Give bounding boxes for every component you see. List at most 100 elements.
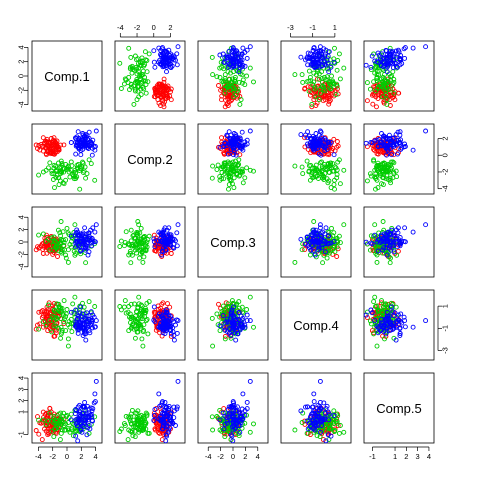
- panel-r1-c1: Comp.1: [31, 40, 103, 112]
- data-point: [381, 160, 387, 166]
- data-point: [82, 164, 88, 170]
- data-point: [159, 52, 165, 58]
- data-point: [373, 186, 378, 192]
- data-point: [143, 82, 149, 87]
- data-point: [129, 84, 134, 90]
- data-point: [36, 309, 42, 315]
- data-point: [228, 98, 234, 104]
- data-point: [315, 48, 321, 54]
- data-point: [89, 140, 95, 146]
- data-point: [141, 254, 147, 260]
- data-point: [384, 152, 390, 158]
- data-point: [316, 76, 322, 82]
- data-point: [368, 233, 374, 239]
- data-point: [332, 164, 338, 170]
- data-point: [236, 157, 242, 163]
- data-point: [225, 100, 231, 106]
- data-point: [388, 86, 393, 92]
- data-point: [312, 52, 318, 58]
- data-point: [82, 315, 88, 321]
- data-point: [174, 51, 180, 57]
- data-point: [334, 167, 340, 173]
- data-point: [163, 312, 169, 318]
- panel-r4-c1: [31, 289, 103, 361]
- data-point: [49, 168, 55, 174]
- data-point: [402, 239, 408, 245]
- data-point: [322, 148, 328, 153]
- data-point: [152, 94, 158, 100]
- data-point: [394, 174, 400, 180]
- data-point: [317, 44, 323, 50]
- data-point: [336, 51, 342, 57]
- data-point: [33, 428, 39, 433]
- data-point: [222, 104, 228, 110]
- data-point: [385, 148, 391, 153]
- data-point: [174, 62, 180, 68]
- panel-r5-c1: [31, 372, 103, 444]
- data-point: [131, 101, 137, 107]
- data-point: [382, 231, 387, 237]
- data-point: [396, 90, 402, 96]
- data-point: [306, 68, 312, 74]
- data-point: [53, 323, 59, 329]
- data-point: [57, 178, 63, 184]
- data-point: [234, 51, 239, 57]
- data-point: [219, 97, 224, 103]
- data-point: [310, 48, 316, 53]
- data-point: [318, 230, 324, 236]
- data-point: [367, 86, 373, 92]
- data-point: [40, 169, 46, 175]
- data-point: [57, 437, 63, 443]
- x-tick-label: 2: [404, 452, 408, 461]
- data-point: [134, 250, 139, 256]
- data-point: [117, 244, 123, 249]
- y-tick-label: 3: [17, 387, 26, 391]
- data-point: [125, 437, 131, 443]
- data-point: [326, 49, 332, 55]
- data-point: [72, 294, 78, 300]
- data-point: [168, 51, 174, 57]
- data-point: [217, 52, 223, 58]
- data-point: [221, 82, 227, 87]
- data-point: [300, 241, 306, 247]
- data-point: [292, 427, 298, 433]
- data-point: [136, 222, 142, 228]
- data-point: [78, 313, 84, 319]
- data-point: [240, 180, 246, 186]
- data-point: [72, 252, 78, 258]
- data-point: [237, 65, 243, 71]
- y-tick-label: 4: [17, 45, 26, 49]
- data-point: [58, 168, 64, 174]
- data-point: [52, 185, 57, 191]
- data-point: [117, 60, 123, 66]
- data-point: [222, 336, 228, 342]
- data-point: [56, 248, 61, 254]
- y-tick-label: -4: [441, 185, 450, 192]
- panel-r3-c4: [280, 206, 352, 278]
- data-point: [92, 239, 98, 245]
- data-point: [56, 160, 61, 166]
- data-point: [58, 219, 64, 224]
- panel-r4-c3: [197, 289, 269, 361]
- data-point: [307, 252, 313, 258]
- panel-r1-c3: [197, 40, 269, 112]
- data-point: [363, 62, 369, 68]
- x-tick-label: -1: [309, 23, 316, 32]
- data-point: [63, 255, 69, 261]
- data-point: [319, 164, 325, 170]
- data-point: [72, 323, 78, 329]
- data-point: [157, 330, 163, 336]
- y-tick-label: 0: [441, 153, 450, 157]
- data-point: [139, 249, 145, 254]
- data-point: [64, 307, 70, 312]
- panel-r5-c3: [197, 372, 269, 444]
- data-point: [395, 151, 400, 157]
- data-point: [367, 171, 373, 177]
- data-point: [122, 76, 128, 82]
- data-point: [226, 48, 232, 54]
- data-point: [163, 243, 169, 249]
- data-point: [367, 247, 373, 253]
- data-point: [384, 144, 390, 150]
- data-point: [128, 260, 134, 266]
- data-point: [139, 303, 145, 309]
